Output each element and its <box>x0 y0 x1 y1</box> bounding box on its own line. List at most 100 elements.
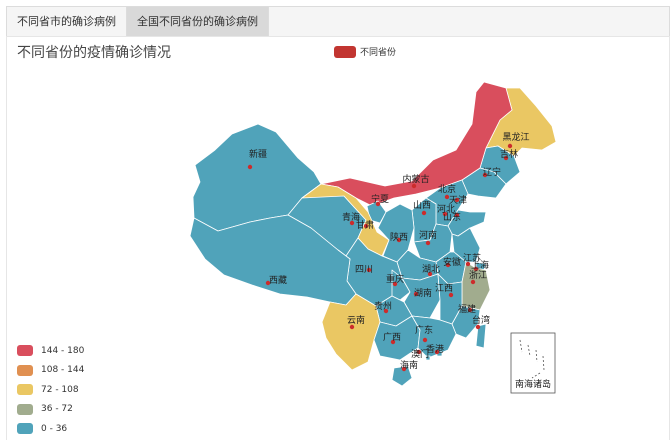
province-marker <box>390 339 396 345</box>
province-marker <box>416 349 422 355</box>
province-label: 吉林 <box>500 148 518 160</box>
south-china-sea-inset: 南海诸岛 <box>510 332 556 394</box>
province-marker <box>445 262 451 268</box>
province-label: 重庆 <box>386 273 404 285</box>
province-region[interactable] <box>461 167 507 199</box>
province-region[interactable] <box>391 365 413 387</box>
province-region[interactable] <box>320 81 513 207</box>
tab-province-cases[interactable]: 全国不同省份的确诊病例 <box>127 7 269 36</box>
province-marker <box>454 197 460 203</box>
province-marker <box>482 172 488 178</box>
province-label: 北京 <box>438 183 456 195</box>
visual-map-swatch <box>17 384 33 396</box>
province-marker <box>383 308 389 314</box>
visual-map-label: 36 - 72 <box>41 404 73 415</box>
province-marker <box>401 366 407 372</box>
province-label: 广东 <box>415 324 433 336</box>
province-label: 湖北 <box>422 264 440 275</box>
province-marker <box>507 143 513 149</box>
province-marker <box>422 337 428 343</box>
province-marker <box>473 266 479 272</box>
province-label: 河南 <box>419 229 437 241</box>
visual-map-swatch <box>17 345 33 357</box>
province-label: 云南 <box>347 314 365 326</box>
visual-map-item[interactable]: 72 - 108 <box>17 380 84 400</box>
visual-map-item[interactable]: 108 - 144 <box>17 361 84 381</box>
province-label: 宁夏 <box>371 193 389 205</box>
province-label: 新疆 <box>249 148 267 160</box>
visual-map-item[interactable]: 0 - 36 <box>17 419 84 439</box>
visual-map-swatch <box>17 403 33 415</box>
visual-map-item[interactable]: 144 - 180 <box>17 341 84 361</box>
province-marker <box>247 164 253 170</box>
province-marker <box>392 281 398 287</box>
province-marker <box>413 291 419 297</box>
province-label: 西藏 <box>269 274 287 286</box>
legend-swatch <box>334 45 356 58</box>
province-label: 江西 <box>435 283 453 294</box>
province-marker <box>454 212 460 218</box>
province-label: 内蒙古 <box>402 173 429 185</box>
visual-map-label: 0 - 36 <box>41 423 68 434</box>
province-label: 天津 <box>449 195 467 206</box>
province-label: 澳门 <box>411 348 429 360</box>
province-label: 浙江 <box>469 269 487 281</box>
province-region[interactable] <box>321 293 381 371</box>
province-marker <box>396 237 402 243</box>
province-label: 辽宁 <box>483 166 501 178</box>
visual-map-label: 144 - 180 <box>41 345 85 356</box>
province-marker <box>467 307 473 313</box>
province-marker <box>442 211 448 217</box>
province-marker <box>349 220 355 226</box>
province-label: 河北 <box>437 203 455 215</box>
province-region[interactable] <box>425 355 431 361</box>
province-marker <box>475 324 481 330</box>
province-label: 陕西 <box>390 231 408 243</box>
province-marker <box>366 267 372 273</box>
visual-map-label: 108 - 144 <box>41 365 85 376</box>
province-label: 青海 <box>342 211 360 223</box>
visual-map-swatch <box>17 364 33 376</box>
visual-map-label: 72 - 108 <box>41 384 79 395</box>
tab-bar: 不同省市的确诊病例 全国不同省份的确诊病例 <box>6 6 670 36</box>
province-label: 海南 <box>400 359 418 371</box>
province-marker <box>503 155 509 161</box>
province-label: 黑龙江 <box>502 131 529 143</box>
province-marker <box>421 210 427 216</box>
chart-title: 不同省份的疫情确诊情况 <box>17 45 171 61</box>
legend-label: 不同省份 <box>360 48 397 58</box>
province-label: 四川 <box>355 265 373 275</box>
province-region[interactable] <box>301 183 390 257</box>
province-label: 台湾 <box>472 314 490 326</box>
province-marker <box>349 324 355 330</box>
province-marker <box>434 349 440 355</box>
province-marker <box>465 261 471 267</box>
province-marker <box>427 271 433 277</box>
province-region[interactable] <box>475 323 487 349</box>
legend[interactable]: 不同省份 <box>334 45 396 58</box>
province-label: 山西 <box>413 200 431 211</box>
province-region[interactable] <box>411 315 457 359</box>
province-label: 湖南 <box>414 287 432 299</box>
province-label: 福建 <box>458 303 476 315</box>
province-label: 上海 <box>471 259 489 271</box>
visual-map-swatch <box>17 423 33 435</box>
province-label: 江苏 <box>463 252 481 264</box>
inset-label: 南海诸岛 <box>515 378 551 390</box>
visual-map-item[interactable]: 36 - 72 <box>17 400 84 420</box>
province-marker <box>375 201 381 207</box>
province-marker <box>411 183 417 189</box>
province-marker <box>363 223 369 229</box>
tab-city-cases[interactable]: 不同省市的确诊病例 <box>7 7 127 36</box>
province-label: 安徽 <box>443 256 461 268</box>
province-marker <box>448 292 454 298</box>
province-label: 广西 <box>383 331 401 343</box>
province-marker <box>444 194 450 200</box>
province-label: 贵州 <box>374 300 392 312</box>
province-marker <box>470 279 476 285</box>
province-label: 山东 <box>443 211 461 223</box>
visual-map: 144 - 180 108 - 144 72 - 108 36 - 72 0 -… <box>17 341 84 439</box>
province-label: 甘肃 <box>356 219 374 231</box>
province-region[interactable] <box>391 269 411 301</box>
